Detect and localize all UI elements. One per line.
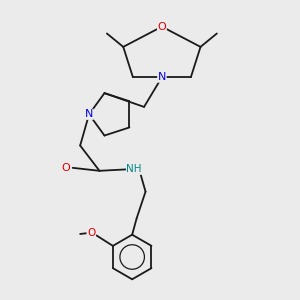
Text: O: O xyxy=(61,163,70,173)
Text: N: N xyxy=(158,72,166,82)
Text: NH: NH xyxy=(127,164,142,174)
Text: O: O xyxy=(158,22,166,32)
Text: N: N xyxy=(85,109,93,119)
Text: O: O xyxy=(87,228,95,238)
